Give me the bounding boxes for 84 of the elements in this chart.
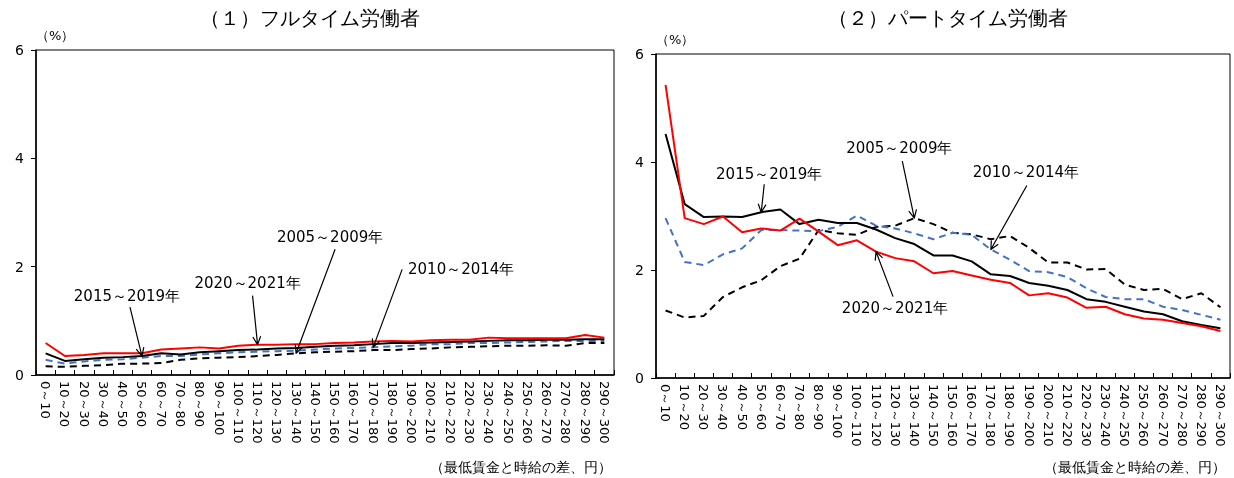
x-tick-label: 30～40 [715,384,731,431]
text: 2015～2019年 [73,287,181,306]
x-tick-label: 290～300 [1212,384,1228,447]
x-tick-label: 270～280 [1174,384,1190,447]
text: 2020～2021年 [194,273,301,292]
x-tick-label: 190～200 [1021,384,1037,447]
x-tick-label: 210～220 [1059,384,1075,447]
text: 2010～2014年 [972,163,1080,182]
text: 2005～2009年 [276,228,384,247]
series-label: 2020～2021年 [841,298,949,317]
text: 2015～2019年 [716,165,823,184]
x-tick-label: 160～170 [346,381,362,444]
x-tick-label: 100～110 [849,384,865,447]
x-tick-label: 180～190 [1002,384,1018,447]
x-tick-label: 50～60 [753,384,769,431]
x-tick-label: 110～120 [868,384,884,447]
y-tick-label: 6 [635,46,645,62]
y-tick-label: 2 [635,262,644,278]
x-tick-label: 50～60 [134,381,150,428]
y-tick-label: 4 [15,150,25,167]
x-tick-label: 220～230 [1079,384,1094,447]
x-tick-label: 180～190 [384,381,400,444]
x-tick-label: 170～180 [365,381,381,444]
chart-title: （２）パートタイム労働者 [828,6,1068,30]
y-tick-label: 4 [635,154,645,170]
text: 2010～2014年 [407,260,515,279]
x-tick-label: 10～20 [677,384,693,431]
x-tick-label: 240～250 [1117,384,1133,447]
x-tick-label: 160～170 [964,384,980,447]
y-tick-label: 0 [15,367,24,383]
y-axis-title: （%） [656,32,695,47]
chart-title: （１）フルタイム労働者 [200,6,420,30]
x-tick-label: 40～50 [115,381,131,428]
x-tick-label: 290～300 [596,381,612,444]
x-tick-label: 220～230 [462,381,477,444]
x-tick-label: 200～210 [1040,384,1056,447]
x-tick-label: 260～270 [1155,384,1171,447]
x-tick-label: 0～10 [38,381,54,419]
x-tick-label: 170～180 [983,384,999,447]
line-series [664,132,1222,330]
x-tick-label: 110～120 [250,381,266,444]
x-tick-label: 210～220 [442,381,458,444]
y-tick-label: 0 [635,370,644,386]
x-tick-label: 70～80 [792,384,807,431]
x-tick-label: 150～160 [327,381,343,444]
x-tick-label: 270～280 [558,381,574,444]
x-tick-label: 20～30 [696,384,712,431]
x-tick-label: 230～240 [481,381,497,444]
y-axis-title: （%） [36,28,75,43]
x-tick-label: 130～140 [906,384,922,447]
y-tick-label: 2 [15,258,24,275]
x-tick-label: 0～10 [658,384,674,422]
x-tick-label: 30～40 [95,381,111,428]
x-tick-label: 250～260 [519,381,535,444]
x-tick-label: 100～110 [230,381,246,444]
x-tick-label: 200～210 [423,381,439,444]
x-tick-label: 190～200 [404,381,420,444]
x-tick-label: 260～270 [539,381,555,444]
x-tick-label: 40～50 [734,384,750,431]
x-tick-label: 250～260 [1136,384,1152,447]
x-tick-label: 20～30 [76,381,92,428]
text: 2005～2009年 [846,139,953,158]
x-tick-label: 90～100 [830,384,846,439]
x-tick-label: 120～130 [269,381,285,444]
y-tick-label: 6 [15,42,25,58]
x-tick-label: 10～20 [57,381,73,428]
x-tick-label: 60～70 [772,384,788,431]
x-tick-label: 140～150 [925,384,941,447]
x-tick-label: 90～100 [211,381,227,436]
x-tick-label: 120～130 [887,384,903,447]
x-tick-label: 230～240 [1098,384,1114,447]
line-series [664,83,1222,333]
x-axis-title: （最低賃金と時給の差、円） [1044,459,1226,475]
x-tick-label: 240～250 [500,381,516,444]
x-tick-label: 140～150 [307,381,323,444]
x-tick-label: 60～70 [153,381,169,428]
x-tick-label: 80～90 [811,384,827,431]
x-tick-label: 280～290 [1193,384,1209,447]
x-tick-label: 150～160 [945,384,961,447]
x-tick-label: 70～80 [173,381,188,428]
x-axis-title: （最低賃金と時給の差、円） [430,459,612,475]
x-tick-label: 280～290 [577,381,593,444]
x-tick-label: 80～90 [192,381,208,428]
x-tick-label: 130～140 [288,381,304,444]
